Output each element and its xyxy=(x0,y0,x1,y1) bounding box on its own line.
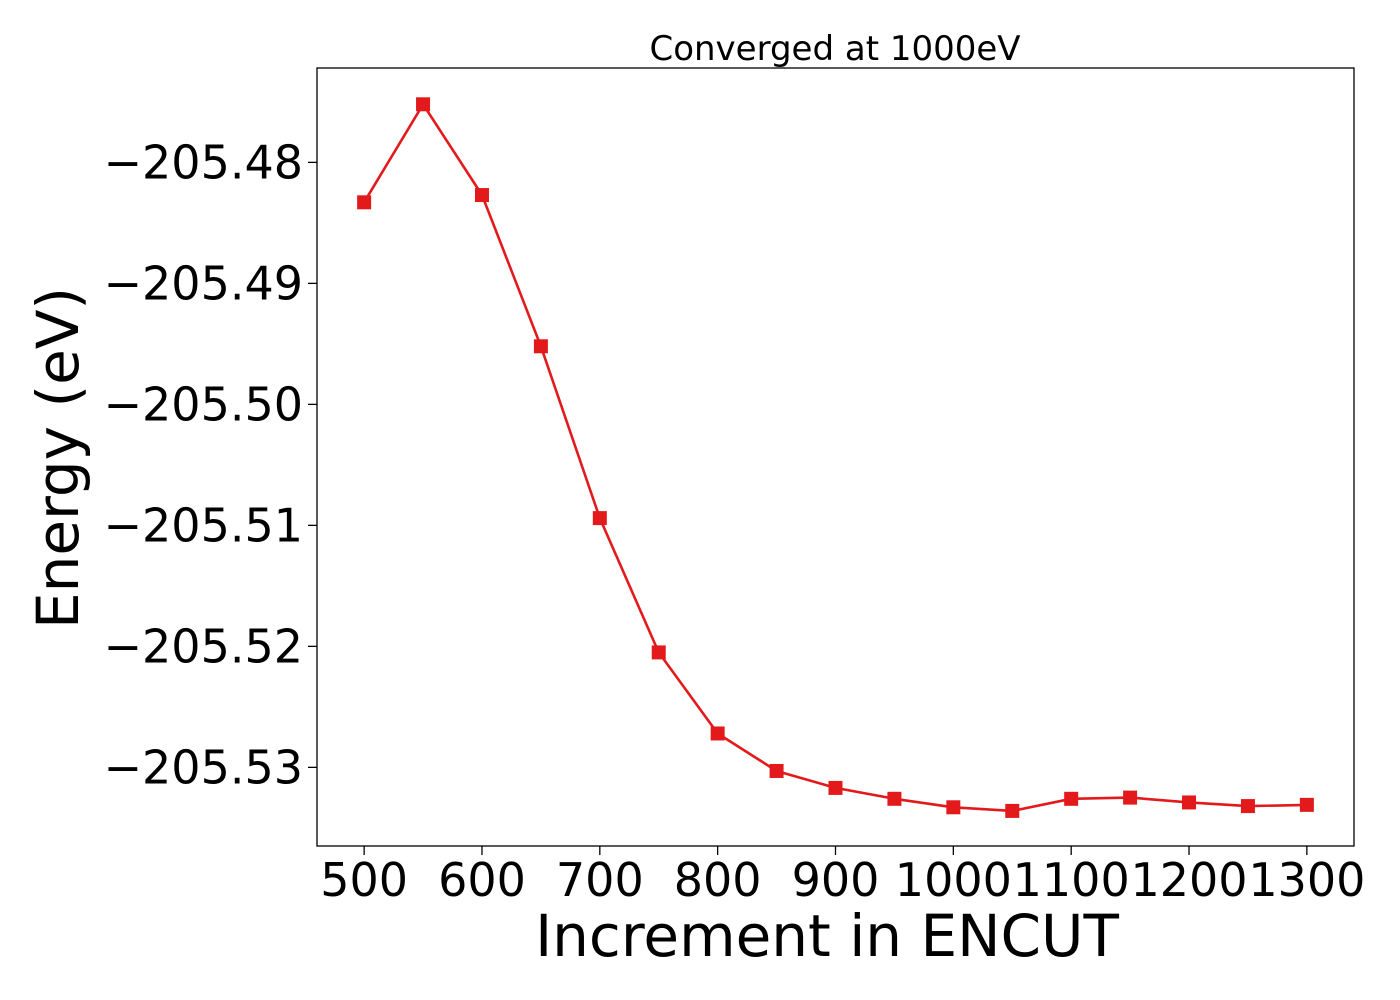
x-tick-label: 900 xyxy=(792,853,880,907)
data-point xyxy=(533,339,548,354)
y-tick-label: −205.48 xyxy=(104,135,304,189)
series-layer xyxy=(357,97,1314,818)
y-tick-label: −205.50 xyxy=(104,377,304,431)
x-tick-label: 600 xyxy=(438,853,526,907)
data-point xyxy=(416,97,431,112)
data-point xyxy=(1182,795,1197,810)
x-tick-label: 800 xyxy=(674,853,762,907)
y-tick-label: −205.52 xyxy=(104,619,304,673)
x-tick-label: 700 xyxy=(556,853,644,907)
y-tick-label: −205.49 xyxy=(104,256,304,310)
data-point xyxy=(1064,791,1079,806)
plot-frame xyxy=(316,67,1355,847)
data-point xyxy=(1299,797,1314,812)
data-point xyxy=(1005,803,1020,818)
x-tick-label: 1300 xyxy=(1248,853,1365,907)
x-axis-label: Increment in ENCUT xyxy=(535,902,1119,970)
data-point xyxy=(769,763,784,778)
series-line xyxy=(362,103,1307,813)
data-point xyxy=(1240,799,1255,814)
x-tick-label: 1000 xyxy=(895,853,1012,907)
x-tick-label: 1200 xyxy=(1130,853,1247,907)
data-point xyxy=(828,780,843,795)
x-axis: 500 600 700 800 900 1000 1100 1200 1300 xyxy=(320,846,1365,907)
data-point xyxy=(887,791,902,806)
data-point xyxy=(592,511,607,526)
y-axis: −205.48 −205.49 −205.50 −205.51 −205.52 −205.… xyxy=(104,135,317,794)
data-point xyxy=(946,800,961,815)
y-tick-label: −205.53 xyxy=(104,740,304,794)
chart-title: Converged at 1000eV xyxy=(649,29,1020,69)
y-axis-label: Energy (eV) xyxy=(24,287,92,629)
x-tick-label: 500 xyxy=(320,853,408,907)
x-tick-label: 1100 xyxy=(1013,853,1130,907)
data-point xyxy=(710,726,725,741)
data-point xyxy=(651,645,666,660)
data-point xyxy=(1123,790,1138,805)
data-point xyxy=(357,195,372,210)
y-tick-label: −205.51 xyxy=(104,498,304,552)
data-point xyxy=(474,188,489,203)
